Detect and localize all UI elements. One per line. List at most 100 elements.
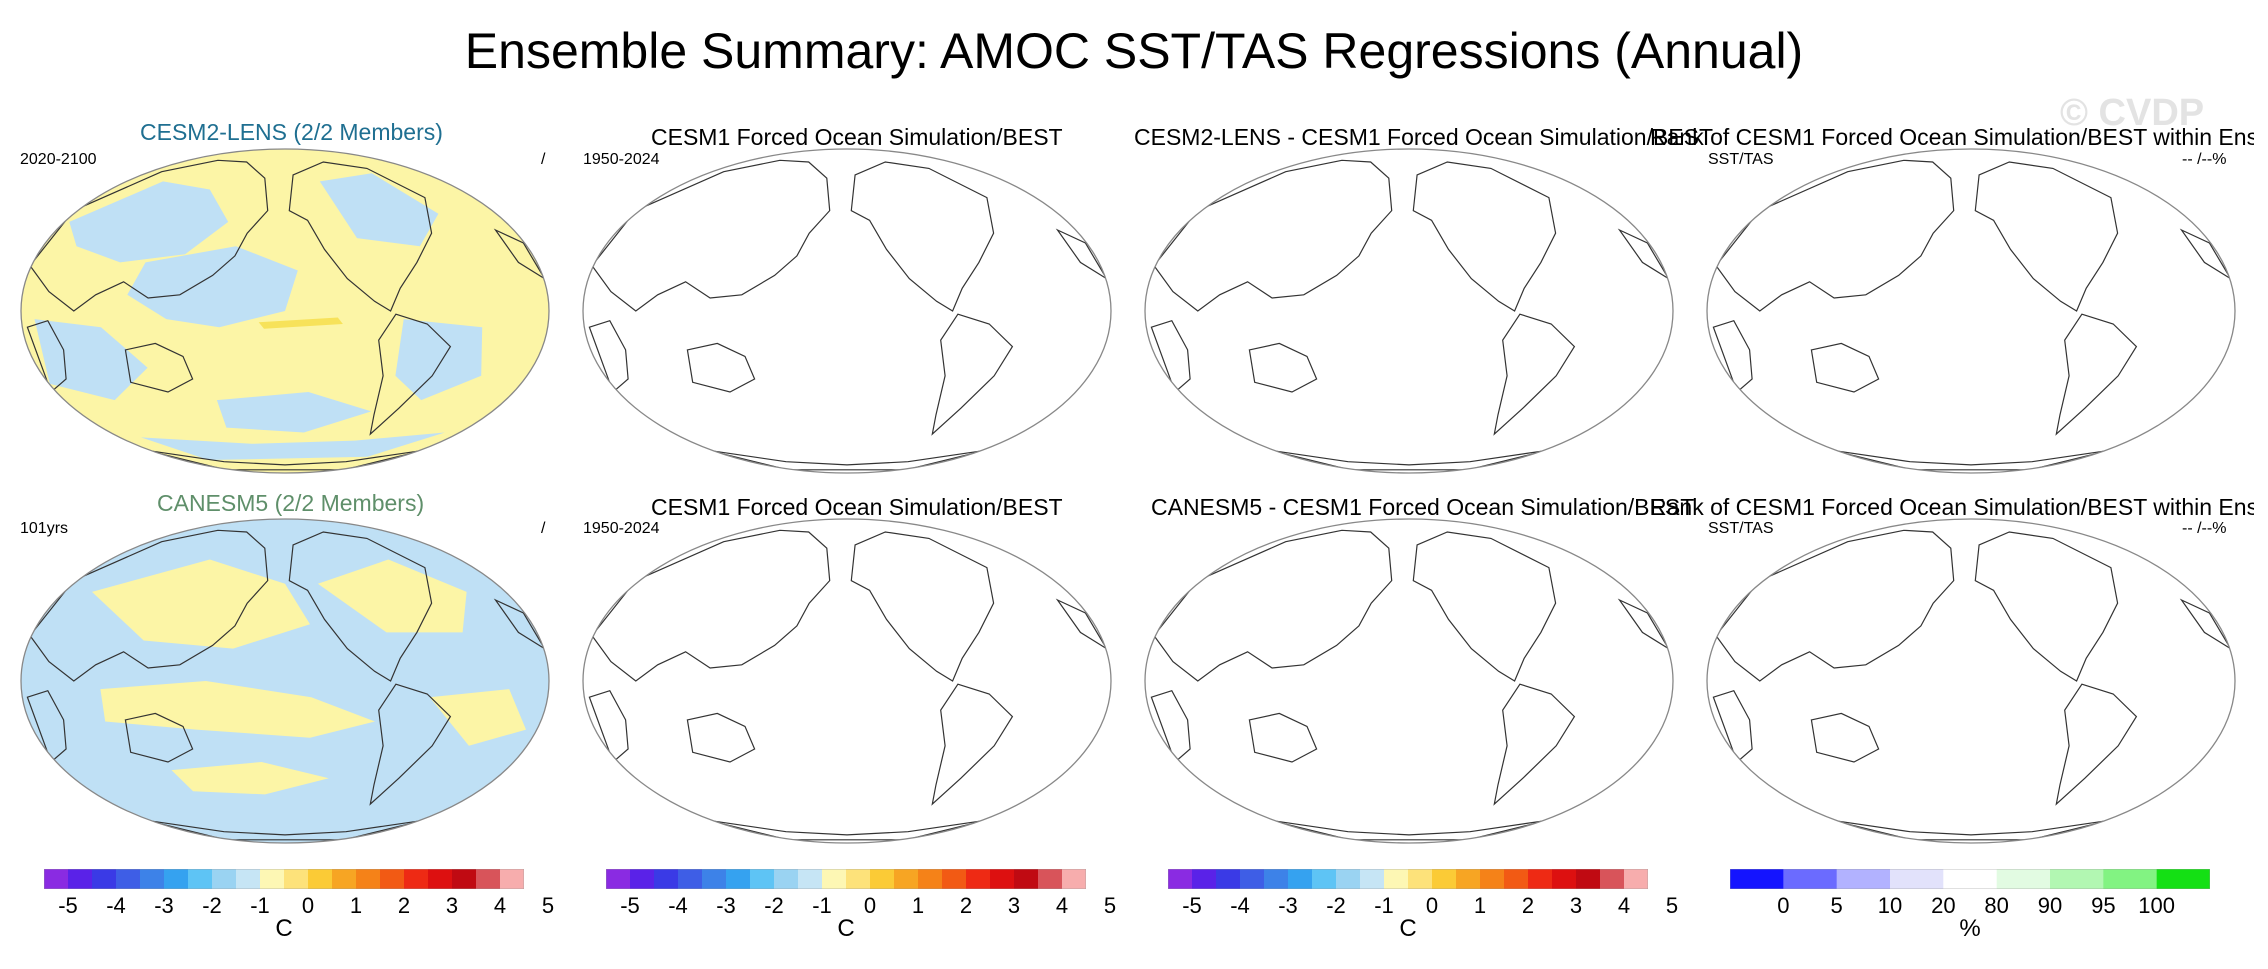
colorbar-tick-label: 5 bbox=[1830, 893, 1843, 918]
colorbar-swatch bbox=[164, 869, 189, 889]
colorbar-tick-label: 5 bbox=[1665, 893, 1679, 918]
coastline-antarctica bbox=[708, 819, 986, 841]
colorbar-tick-label: 95 bbox=[2091, 893, 2116, 918]
colorbar-swatch bbox=[1336, 869, 1361, 889]
colorbar-tick-label: 80 bbox=[1984, 893, 2009, 918]
coastline-australia bbox=[1810, 712, 1880, 763]
colorbar-tick-label: 1 bbox=[349, 893, 363, 918]
colorbar-swatch bbox=[1264, 869, 1289, 889]
map-panel-cesm2-lens bbox=[20, 148, 550, 474]
map-frame bbox=[20, 148, 550, 474]
coastline-antarctica bbox=[1270, 449, 1548, 471]
colorbar-swatch bbox=[332, 869, 357, 889]
field-anomaly-patch bbox=[171, 762, 329, 795]
colorbar-swatch bbox=[1890, 869, 1944, 889]
panel-title-r2c2: CESM1 Forced Ocean Simulation/BEST bbox=[651, 494, 1063, 520]
colorbar-tick-label: 100 bbox=[2138, 893, 2176, 918]
colorbar-tick-label: 0 bbox=[1777, 893, 1790, 918]
colorbar-swatch bbox=[942, 869, 967, 889]
coastline-asia bbox=[1153, 529, 1393, 682]
colorbar-swatch bbox=[726, 869, 751, 889]
empty-field bbox=[1145, 519, 1673, 843]
map-frame bbox=[20, 518, 550, 844]
panel-title-r2c3: CANESM5 - CESM1 Forced Ocean Simulation/… bbox=[1151, 494, 1695, 520]
colorbar-swatch bbox=[1504, 869, 1529, 889]
coastline-namerica bbox=[288, 161, 433, 312]
coastline-namerica bbox=[850, 161, 995, 312]
panel-period-r2c1: 101yrs bbox=[20, 520, 69, 537]
colorbar-tick-label: -3 bbox=[154, 893, 174, 918]
coastline-antarctica bbox=[1270, 819, 1548, 841]
empty-field bbox=[1145, 149, 1673, 473]
colorbar-swatch bbox=[212, 869, 237, 889]
field-anomaly-patch bbox=[317, 559, 467, 633]
field-anomaly-patch bbox=[100, 681, 375, 738]
coastline-asia bbox=[1715, 159, 1955, 312]
colorbar-tick-label: -3 bbox=[716, 893, 736, 918]
colorbar-swatch bbox=[1360, 869, 1385, 889]
colorbar-swatch bbox=[404, 869, 429, 889]
map-panel-rank-2 bbox=[1706, 518, 2236, 844]
colorbar-swatch bbox=[654, 869, 679, 889]
colorbar-swatch bbox=[380, 869, 405, 889]
colorbar-swatch bbox=[1480, 869, 1505, 889]
colorbar-units: C bbox=[275, 915, 293, 942]
coastline-namerica bbox=[288, 531, 433, 682]
colorbar-tick-label: 0 bbox=[1425, 893, 1439, 918]
colorbar-tick-label: 2 bbox=[959, 893, 973, 918]
field-anomaly-patch bbox=[319, 173, 439, 247]
coastline-samerica bbox=[1493, 683, 1576, 806]
colorbar-swatch bbox=[1624, 869, 1648, 889]
colorbar-swatch bbox=[1192, 869, 1217, 889]
coastline-namerica bbox=[1412, 161, 1557, 312]
panel-period-r1c2: 1950-2024 bbox=[583, 151, 660, 168]
colorbar-tick-label: -4 bbox=[668, 893, 688, 918]
panel-pct-r2c4: -- /--% bbox=[2182, 520, 2227, 537]
colorbar-tick-label: 1 bbox=[911, 893, 925, 918]
colorbar-tick-label: 4 bbox=[1617, 893, 1631, 918]
colorbar-swatch bbox=[1456, 869, 1481, 889]
map-panel-cesm1-obs bbox=[582, 148, 1112, 474]
field-anomaly-patch bbox=[216, 392, 372, 433]
map-panel-canesm5-diff bbox=[1144, 518, 1674, 844]
panel-title-r2c4: Rank of CESM1 Forced Ocean Simulation/BE… bbox=[1650, 494, 2254, 520]
panel-var-r1c4: SST/TAS bbox=[1708, 151, 1774, 168]
field-anomaly-patch bbox=[395, 319, 483, 401]
figure-title: Ensemble Summary: AMOC SST/TAS Regressio… bbox=[464, 23, 1804, 79]
colorbar-tick-label: -5 bbox=[58, 893, 78, 918]
coastline-asia bbox=[591, 529, 831, 682]
colorbar-tick-label: 20 bbox=[1931, 893, 1956, 918]
colorbar-swatch bbox=[606, 869, 631, 889]
colorbar-tick-label: -2 bbox=[764, 893, 784, 918]
colorbar-swatch bbox=[188, 869, 213, 889]
colorbar-swatch bbox=[308, 869, 333, 889]
colorbar-swatch bbox=[1730, 869, 1784, 889]
colorbar-swatch bbox=[92, 869, 117, 889]
colorbar-tick-label: -1 bbox=[250, 893, 270, 918]
coastline-namerica bbox=[1412, 531, 1557, 682]
coastline-namerica bbox=[1974, 531, 2119, 682]
colorbar-tick-label: 0 bbox=[863, 893, 877, 918]
colorbar-swatch bbox=[284, 869, 309, 889]
empty-field bbox=[1707, 519, 2235, 843]
coastline-samerica bbox=[931, 683, 1014, 806]
field-anomaly-patch bbox=[92, 559, 310, 649]
colorbar-swatch bbox=[678, 869, 703, 889]
coastline-australia bbox=[1810, 342, 1880, 393]
coastline-australia bbox=[124, 712, 194, 763]
colorbar-tick-label: -4 bbox=[106, 893, 126, 918]
colorbar-swatch bbox=[894, 869, 919, 889]
colorbar-tick-label: 2 bbox=[397, 893, 411, 918]
colorbar-swatch bbox=[476, 869, 501, 889]
colorbar-swatch bbox=[116, 869, 141, 889]
map-frame bbox=[1706, 148, 2236, 474]
colorbar-swatch bbox=[918, 869, 943, 889]
colorbar-tick-label: -4 bbox=[1230, 893, 1250, 918]
colorbar-swatch bbox=[428, 869, 453, 889]
colorbar-swatch bbox=[774, 869, 799, 889]
colorbar-swatch bbox=[1943, 869, 1998, 889]
panel-right-r2c1: / bbox=[541, 520, 546, 537]
colorbar-swatch bbox=[260, 869, 285, 889]
colorbar-swatch bbox=[1168, 869, 1193, 889]
colorbar-tick-label: 3 bbox=[445, 893, 459, 918]
